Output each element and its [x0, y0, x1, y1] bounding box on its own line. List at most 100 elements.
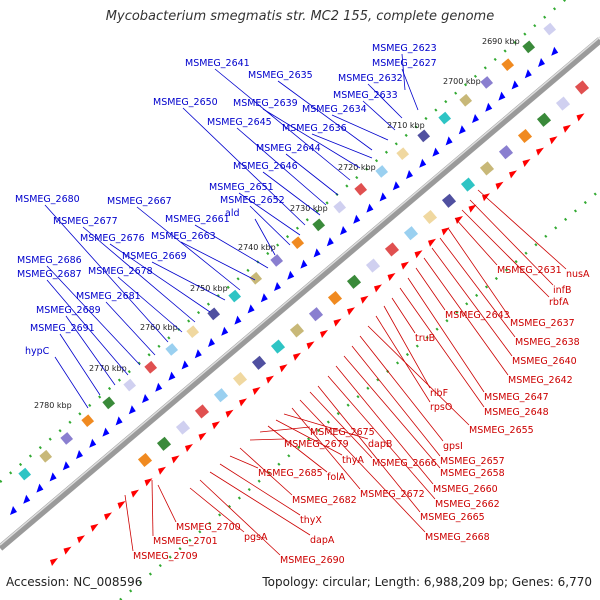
forward-gene-label: MSMEG_2678 — [88, 266, 153, 277]
genome-backbone-highlight — [0, 36, 600, 546]
reverse-gene-label: dapA — [310, 535, 335, 546]
forward-gene-label: MSMEG_2633 — [333, 90, 398, 101]
reverse-label-leader — [469, 199, 554, 286]
reverse-gene-arrow — [576, 113, 585, 122]
forward-gene-arrow — [155, 382, 163, 392]
kbp-tick-label: 2730 kbp — [290, 204, 328, 213]
reverse-gene-label: MSMEG_2668 — [425, 532, 490, 543]
forward-label-leader — [194, 224, 269, 269]
reverse-gene-arrow — [414, 250, 423, 259]
reverse-gene-arrow — [225, 409, 234, 418]
forward-gene-arrow — [538, 58, 545, 67]
reverse-gene-label: MSMEG_2637 — [510, 318, 575, 329]
feature-box — [144, 360, 158, 374]
forward-gene-arrow — [10, 506, 17, 515]
feature-box — [480, 76, 494, 89]
forward-gene-arrow — [102, 427, 110, 437]
reverse-label-leader — [383, 305, 431, 389]
forward-gene-arrow — [287, 270, 295, 280]
reverse-label-leader — [249, 438, 285, 441]
forward-gene-label: ald — [225, 208, 240, 219]
forward-label-leader — [105, 301, 156, 356]
reverse-gene-label: truB — [415, 333, 435, 344]
reverse-gene-label: rbfA — [549, 297, 569, 308]
reverse-gene-label: MSMEG_2658 — [440, 468, 505, 479]
forward-gene-label: MSMEG_2645 — [207, 117, 272, 128]
kbp-tick-label: 2760 kbp — [140, 323, 178, 332]
feature-box — [194, 404, 210, 419]
forward-gene-arrow — [208, 338, 215, 347]
forward-label-leader — [236, 127, 327, 206]
reverse-gene-arrow — [131, 489, 139, 498]
forward-gene-label: MSMEG_2663 — [151, 231, 216, 242]
reverse-label-leader — [275, 419, 343, 456]
forward-label-leader — [182, 107, 306, 226]
forward-gene-arrow — [419, 158, 427, 168]
forward-gene-arrow — [115, 416, 123, 426]
feature-box — [354, 182, 368, 196]
reverse-gene-label: MSMEG_2679 — [284, 439, 349, 450]
forward-label-leader — [362, 100, 396, 131]
reverse-gene-arrow — [495, 181, 504, 190]
forward-gene-arrow — [353, 214, 361, 224]
forward-gene-arrow — [406, 170, 413, 179]
reverse-label-leader — [367, 325, 470, 426]
feature-box — [422, 209, 438, 225]
reverse-gene-label: MSMEG_2640 — [512, 356, 577, 367]
forward-gene-label: MSMEG_2636 — [282, 123, 347, 134]
reverse-gene-arrow — [144, 478, 153, 487]
reverse-label-leader — [335, 365, 434, 485]
reverse-label-leader — [124, 494, 134, 552]
forward-label-leader — [249, 205, 291, 246]
reverse-gene-label: MSMEG_2709 — [133, 551, 198, 562]
genome-summary: Topology: circular; Length: 6,988,209 bp… — [262, 575, 592, 589]
forward-gene-arrow — [300, 259, 308, 269]
forward-gene-arrow — [62, 461, 70, 471]
forward-label-leader — [82, 226, 196, 323]
forward-gene-arrow — [76, 450, 83, 459]
feature-box — [102, 396, 116, 410]
reverse-gene-label: gpsI — [443, 441, 463, 452]
forward-gene-label: MSMEG_2687 — [17, 269, 82, 280]
reverse-gene-arrow — [171, 455, 180, 464]
outer-tick-dots — [0, 0, 567, 483]
feature-box — [232, 371, 248, 387]
forward-gene-arrow — [551, 46, 559, 56]
reverse-gene-arrow — [468, 204, 477, 213]
reverse-label-leader — [359, 335, 444, 442]
feature-box — [81, 414, 95, 428]
forward-gene-label: MSMEG_2623 — [372, 43, 437, 54]
forward-gene-arrow — [23, 494, 31, 504]
reverse-gene-arrow — [320, 330, 328, 338]
forward-gene-arrow — [234, 315, 242, 325]
forward-gene-label: MSMEG_2667 — [107, 196, 172, 207]
feature-box — [308, 307, 324, 322]
feature-box — [459, 93, 473, 107]
accession-label: Accession: NC_008596 — [6, 575, 143, 589]
forward-gene-label: MSMEG_2634 — [302, 104, 367, 115]
reverse-gene-label: MSMEG_2682 — [292, 495, 357, 506]
forward-gene-arrow — [247, 304, 255, 314]
forward-gene-arrow — [326, 237, 334, 247]
reverse-gene-label: MSMEG_2672 — [360, 489, 425, 500]
forward-label-leader — [136, 206, 241, 291]
reverse-gene-arrow — [77, 535, 85, 544]
reverse-label-leader — [407, 277, 485, 393]
forward-gene-label: MSMEG_2639 — [233, 98, 298, 109]
reverse-label-leader — [343, 355, 441, 469]
feature-box — [327, 290, 343, 306]
feature-box — [249, 271, 263, 285]
reverse-gene-arrow — [266, 375, 274, 384]
reverse-label-leader — [391, 297, 416, 334]
forward-gene-arrow — [445, 136, 453, 146]
reverse-gene-label: MSMEG_2662 — [435, 499, 500, 510]
feature-box — [441, 193, 457, 208]
reverse-gene-label: MSMEG_2685 — [258, 468, 323, 479]
forward-gene-label: MSMEG_2635 — [248, 70, 313, 81]
forward-gene-arrow — [274, 282, 281, 291]
feature-box — [156, 436, 172, 451]
forward-gene-arrow — [432, 147, 440, 157]
forward-gene-arrow — [142, 394, 149, 403]
reverse-gene-arrow — [117, 501, 126, 509]
reverse-gene-label: MSMEG_2648 — [484, 407, 549, 418]
